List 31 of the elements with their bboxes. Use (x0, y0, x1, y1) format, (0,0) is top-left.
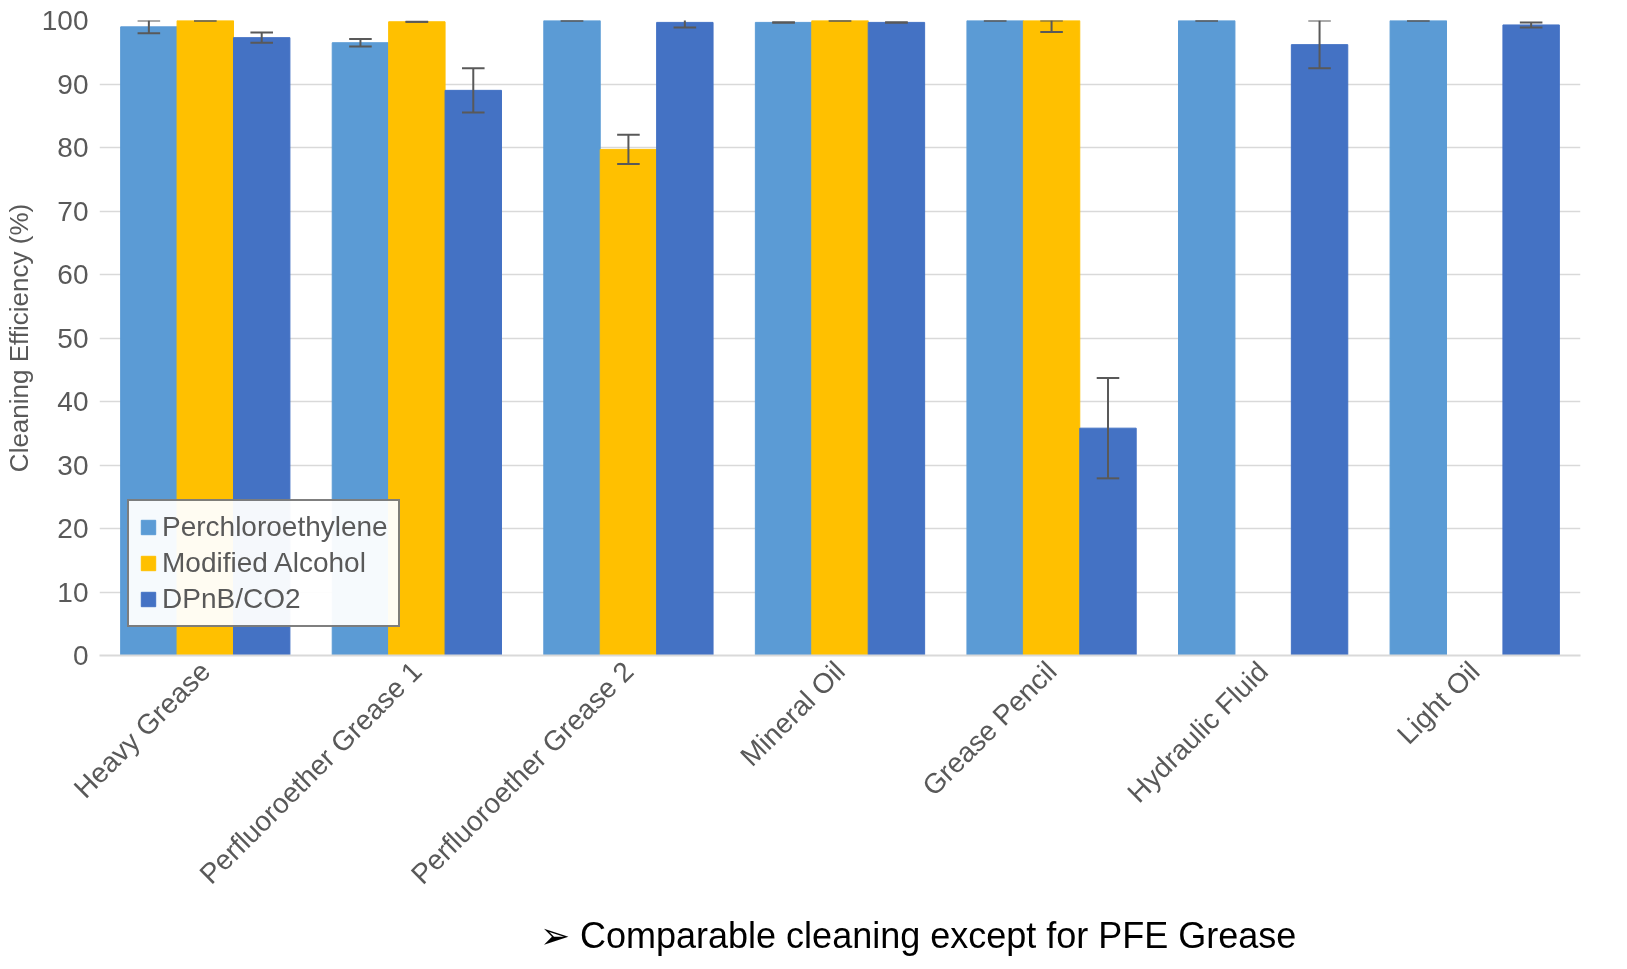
bar (656, 21, 714, 656)
y-tick-label: 50 (57, 322, 89, 354)
legend-label: Modified Alcohol (162, 547, 366, 579)
bar (388, 21, 446, 656)
legend-label: Perchloroethylene (162, 511, 388, 543)
bar (966, 20, 1024, 656)
legend-label: DPnB/CO2 (162, 583, 301, 615)
y-tick-label: 70 (57, 195, 89, 227)
y-axis-title: Cleaning Efficiency (%) (3, 203, 34, 473)
bar (599, 148, 658, 656)
y-tick-label: 40 (57, 386, 89, 417)
y-tick-label: 10 (57, 576, 89, 608)
y-tick-label: 0 (72, 640, 89, 671)
y-tick-label: 20 (57, 513, 89, 544)
y-tick-label: 90 (57, 68, 89, 100)
bar (1022, 20, 1081, 656)
bar (867, 21, 926, 656)
y-tick-label: 100 (41, 5, 89, 36)
bar (1389, 20, 1447, 656)
y-tick-label: 60 (57, 259, 89, 290)
bar (754, 21, 813, 656)
bar (1502, 24, 1560, 656)
y-tick-label: 30 (57, 449, 89, 481)
bar (444, 89, 502, 656)
text: ➢ Comparable cleaning except for PFE Grease (540, 914, 1297, 958)
bar (1178, 20, 1236, 656)
bar (543, 20, 601, 656)
bar (1290, 44, 1349, 656)
y-tick-label: 80 (57, 132, 89, 163)
bar (811, 20, 869, 656)
bar (1079, 427, 1137, 656)
